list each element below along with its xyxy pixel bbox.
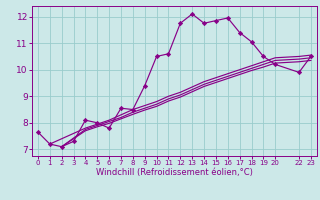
X-axis label: Windchill (Refroidissement éolien,°C): Windchill (Refroidissement éolien,°C) [96,168,253,177]
